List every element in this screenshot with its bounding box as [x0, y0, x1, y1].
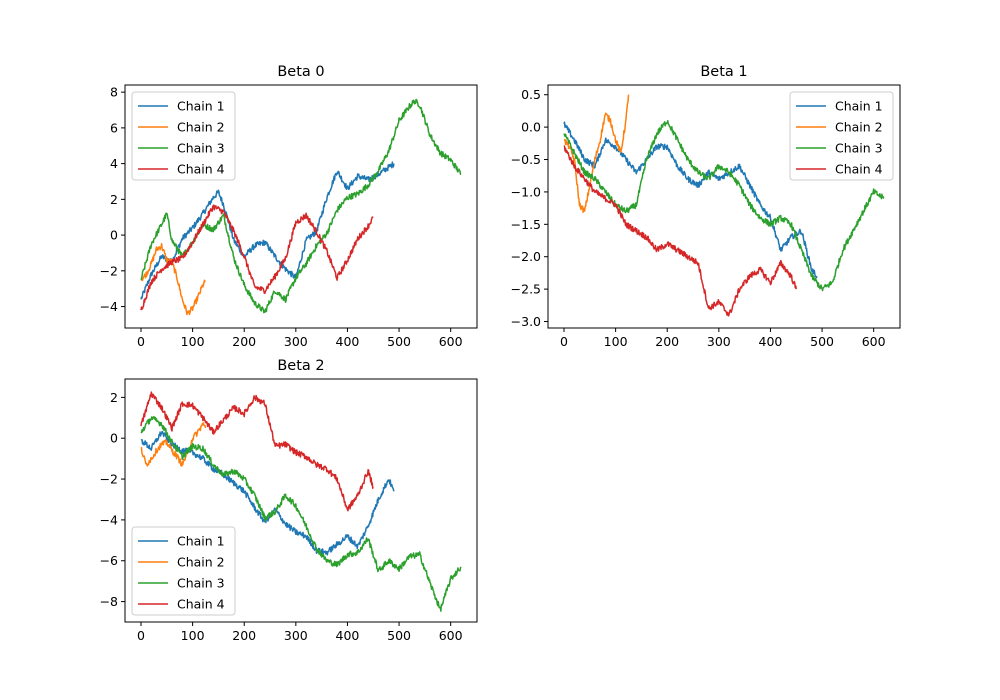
- axes-frame: [547, 84, 901, 329]
- subplot-title: Beta 1: [700, 64, 747, 80]
- series-line-chain-2: [140, 422, 207, 467]
- y-tick-label: 0.5: [521, 87, 541, 102]
- y-tick-label: −2.5: [511, 282, 541, 297]
- y-tick-label: −4: [100, 512, 118, 527]
- legend-label: Chain 1: [835, 99, 883, 114]
- axes-frame: [124, 84, 478, 329]
- series-line-chain-3: [140, 415, 462, 612]
- y-tick-label: −1.0: [511, 184, 541, 199]
- y-tick-label: 4: [110, 156, 118, 171]
- x-tick-label: 600: [862, 334, 886, 349]
- y-tick-label: −2.0: [511, 249, 541, 264]
- y-tick-label: 2: [110, 192, 118, 207]
- legend-label: Chain 1: [177, 99, 225, 114]
- x-tick-label: 100: [181, 334, 205, 349]
- series-group: [140, 391, 462, 612]
- y-tick-label: −2: [100, 472, 118, 487]
- legend-label: Chain 2: [835, 120, 883, 135]
- y-tick-label: 0: [110, 431, 118, 446]
- x-tick-label: 400: [336, 334, 360, 349]
- subplot-title: Beta 2: [277, 358, 324, 374]
- x-tick-label: 0: [560, 334, 568, 349]
- legend: Chain 1 Chain 2 Chain 3 Chain 4: [789, 91, 894, 181]
- x-tick-label: 100: [604, 334, 628, 349]
- legend-label: Chain 3: [835, 141, 883, 156]
- legend-label: Chain 2: [177, 120, 225, 135]
- legend-label: Chain 3: [177, 576, 225, 591]
- x-tick-label: 400: [336, 628, 360, 643]
- y-tick-label: −4: [100, 299, 118, 314]
- subplot-1: 0 100 200 300 400 500 600 −4 −2 0 2 4 6 8 Beta 0 Chain …: [100, 64, 478, 349]
- series-line-chain-4: [140, 204, 374, 311]
- y-tick-label: 0.0: [521, 120, 541, 135]
- y-tick-label: 2: [110, 390, 118, 405]
- x-tick-label: 500: [387, 628, 411, 643]
- x-tick-label: 200: [232, 334, 256, 349]
- series-line-chain-2: [140, 243, 206, 316]
- y-tick-label: −2: [100, 263, 118, 278]
- subplot-title: Beta 0: [277, 64, 324, 80]
- legend-box: [789, 91, 894, 181]
- x-tick-label: 200: [655, 334, 679, 349]
- y-tick-label: 0: [110, 228, 118, 243]
- x-tick-label: 300: [707, 334, 731, 349]
- y-tick-label: −6: [100, 553, 118, 568]
- x-tick-label: 100: [181, 628, 205, 643]
- x-tick-label: 500: [387, 334, 411, 349]
- series-line-chain-2: [563, 94, 630, 213]
- legend-label: Chain 4: [835, 162, 883, 177]
- y-tick-label: 6: [110, 120, 118, 135]
- x-tick-label: 200: [232, 628, 256, 643]
- legend-box: [131, 526, 236, 616]
- legend: Chain 1 Chain 2 Chain 3 Chain 4: [131, 91, 236, 181]
- series-line-chain-4: [563, 145, 798, 317]
- subplot-2: 0 100 200 300 400 500 600 −3.0 −2.5 −2.0 −1.5 −1.0 −…: [511, 64, 901, 349]
- x-tick-label: 0: [137, 628, 145, 643]
- x-tick-label: 600: [439, 628, 463, 643]
- subplot-3: 0 100 200 300 400 500 600 −8 −6 −4 −2 0 2 Beta 2 Chain…: [100, 358, 478, 643]
- series-line-chain-1: [140, 161, 395, 300]
- series-line-chain-4: [140, 391, 374, 512]
- x-tick-label: 0: [137, 334, 145, 349]
- series-group: [140, 98, 462, 316]
- legend-label: Chain 2: [177, 555, 225, 570]
- legend-label: Chain 1: [177, 534, 225, 549]
- y-tick-label: 8: [110, 85, 118, 100]
- legend-label: Chain 4: [177, 162, 225, 177]
- legend-label: Chain 4: [177, 597, 225, 612]
- x-tick-label: 500: [810, 334, 834, 349]
- legend-box: [131, 91, 236, 181]
- x-tick-label: 300: [284, 334, 308, 349]
- axes-frame: [124, 378, 478, 623]
- series-line-chain-1: [563, 121, 818, 279]
- legend: Chain 1 Chain 2 Chain 3 Chain 4: [131, 526, 236, 616]
- y-tick-label: −0.5: [511, 152, 541, 167]
- x-tick-label: 300: [284, 628, 308, 643]
- series-group: [563, 94, 885, 317]
- legend-label: Chain 3: [177, 141, 225, 156]
- y-tick-label: −3.0: [511, 314, 541, 329]
- y-tick-label: −1.5: [511, 217, 541, 232]
- x-tick-label: 400: [759, 334, 783, 349]
- x-tick-label: 600: [439, 334, 463, 349]
- y-tick-label: −8: [100, 594, 118, 609]
